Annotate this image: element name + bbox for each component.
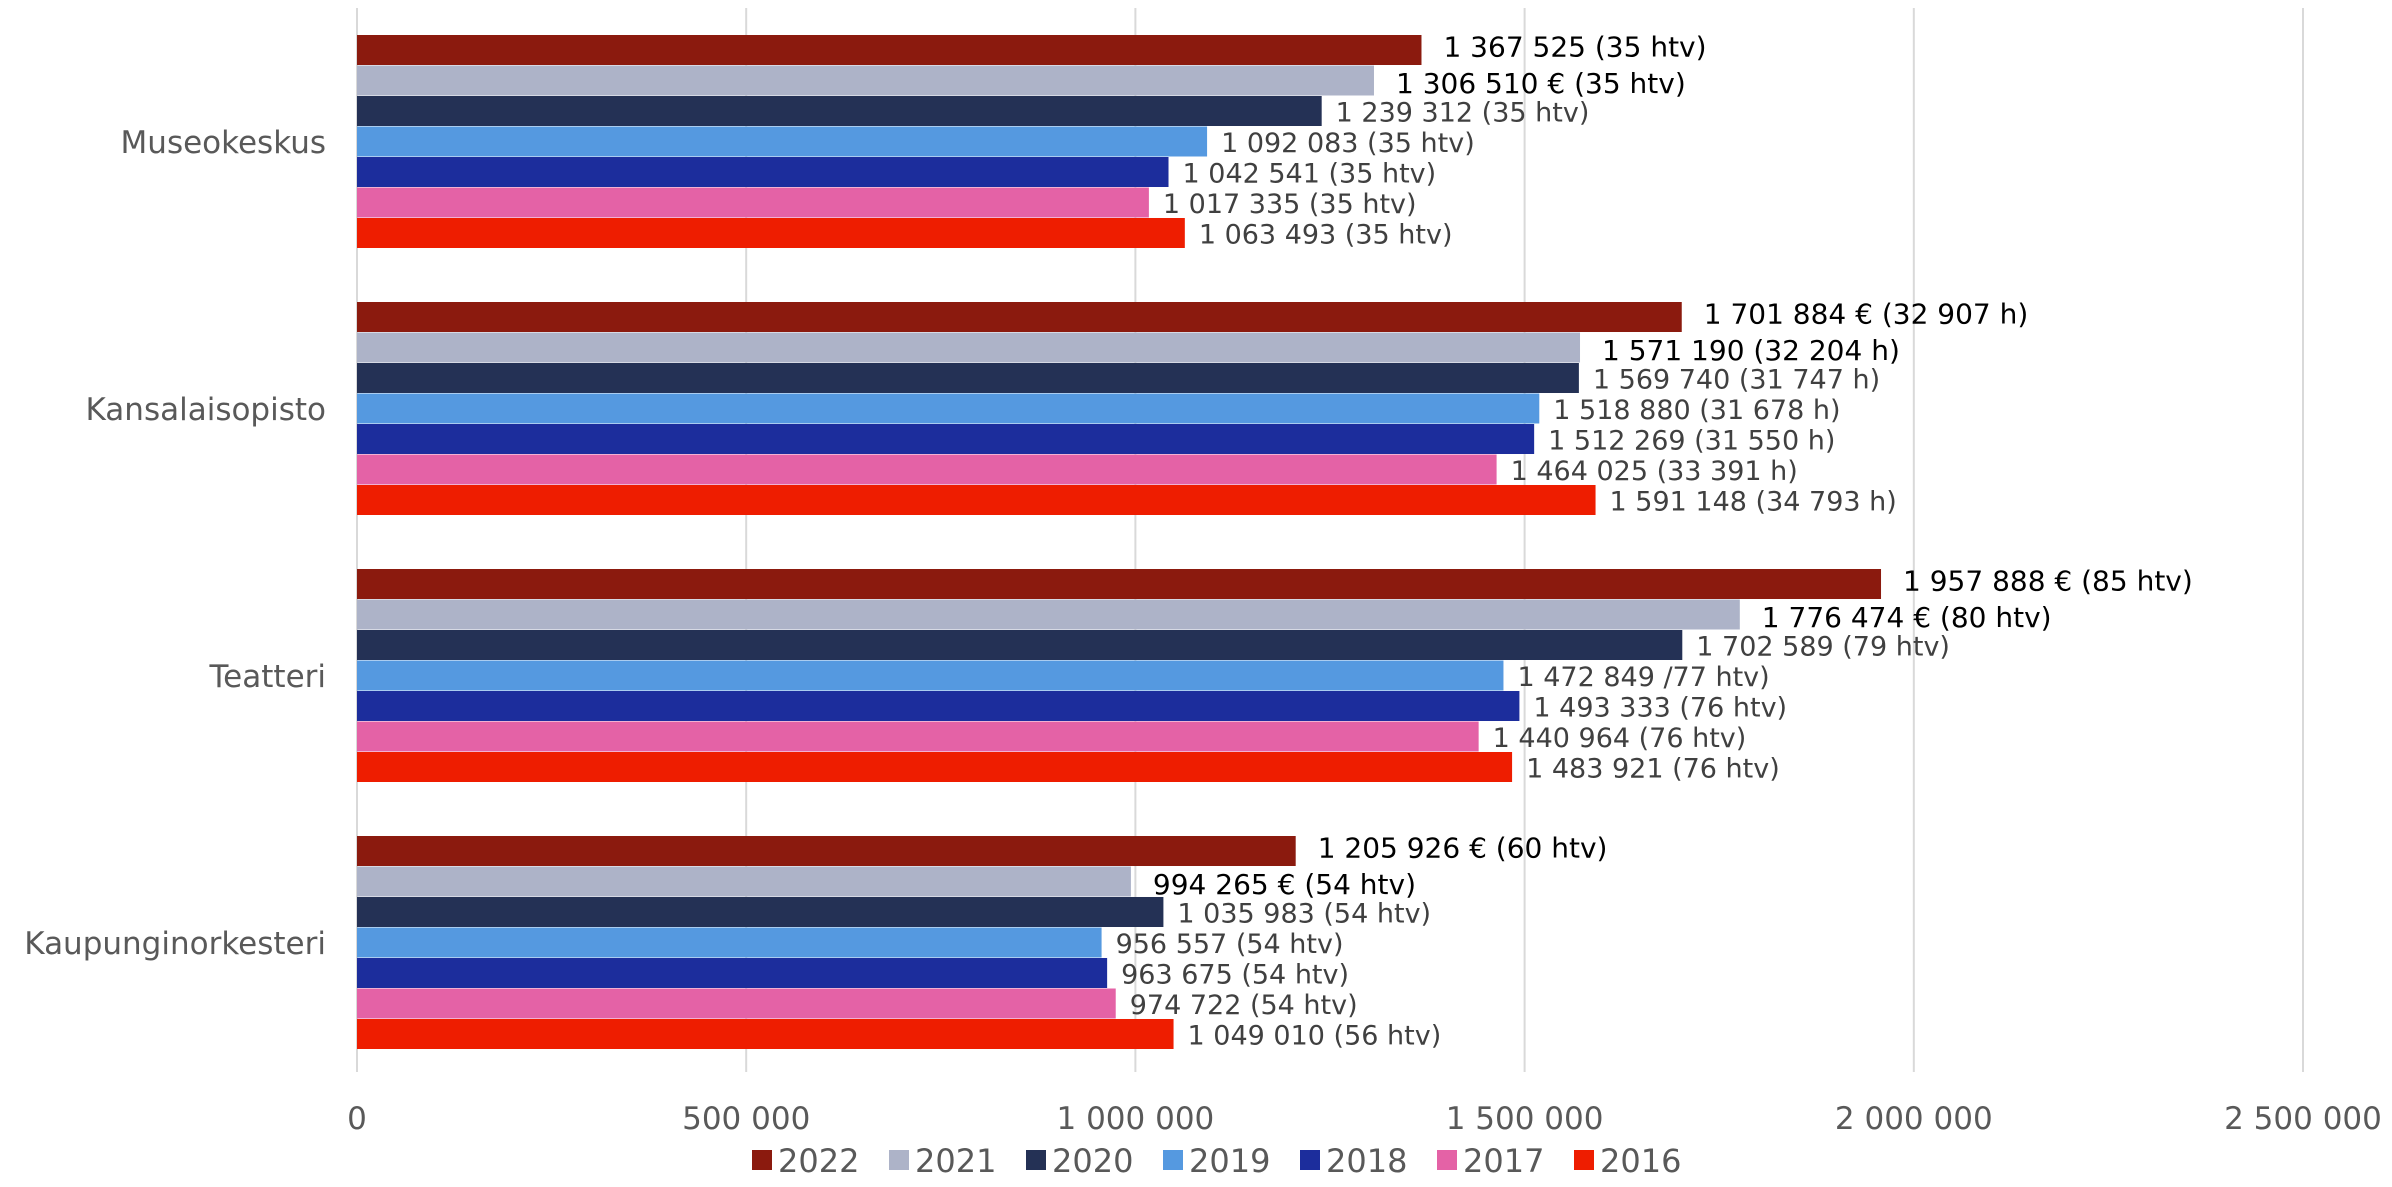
data-labels: 1 367 525 (35 htv) 1 701 884 € (32 907 h)… bbox=[1116, 30, 2193, 1051]
bar-2020 bbox=[357, 363, 1579, 393]
legend-swatch bbox=[1026, 1150, 1046, 1170]
category-label: Kaupunginorkesteri bbox=[24, 926, 326, 962]
bar-2016 bbox=[357, 1019, 1174, 1049]
data-label: 1 483 921 (76 htv) bbox=[1526, 753, 1780, 784]
bar-2022 bbox=[357, 35, 1422, 65]
bar-2018 bbox=[357, 424, 1535, 454]
bar-2018 bbox=[357, 157, 1169, 187]
bar-2018 bbox=[357, 691, 1520, 721]
bar-2020 bbox=[357, 630, 1683, 660]
bar-2019 bbox=[357, 927, 1102, 958]
data-label: 1 571 190 (32 204 h) bbox=[1602, 334, 1900, 367]
bar-2021 bbox=[357, 866, 1131, 897]
legend-swatch bbox=[1574, 1150, 1594, 1170]
bar-2017 bbox=[357, 721, 1479, 752]
legend-swatch bbox=[889, 1150, 909, 1170]
data-label: 1 464 025 (33 391 h) bbox=[1511, 456, 1798, 487]
bar-2020 bbox=[357, 96, 1322, 126]
category-label: Museokeskus bbox=[121, 125, 326, 161]
legend-label: 2017 bbox=[1463, 1142, 1544, 1180]
bar-2016 bbox=[357, 218, 1185, 248]
bar-2021 bbox=[357, 599, 1740, 630]
x-axis-ticks: 0 500 000 1 000 000 1 500 000 2 000 000 2 500… bbox=[347, 1101, 2382, 1137]
bar-2016 bbox=[357, 752, 1513, 782]
bar-2022 bbox=[357, 569, 1882, 599]
x-tick-label: 500 000 bbox=[682, 1101, 810, 1137]
data-label: 1 591 148 (34 793 h) bbox=[1610, 486, 1897, 517]
bar-2019 bbox=[357, 660, 1504, 691]
data-label: 1 776 474 € (80 htv) bbox=[1762, 601, 2052, 634]
x-tick-label: 1 000 000 bbox=[1057, 1101, 1215, 1137]
data-label: 1 701 884 € (32 907 h) bbox=[1704, 297, 2029, 330]
bar-2021 bbox=[357, 332, 1581, 363]
data-label: 1 518 880 (31 678 h) bbox=[1553, 395, 1840, 426]
bar-2019 bbox=[357, 393, 1540, 424]
data-label: 1 049 010 (56 htv) bbox=[1188, 1020, 1442, 1051]
data-label: 1 239 312 (35 htv) bbox=[1336, 97, 1590, 128]
legend-label: 2016 bbox=[1600, 1142, 1681, 1180]
data-label: 974 722 (54 htv) bbox=[1130, 990, 1358, 1021]
category-labels: Museokeskus Kansalaisopisto Teatteri Kaupun… bbox=[24, 125, 326, 962]
bar-2017 bbox=[357, 988, 1116, 1019]
legend-label: 2020 bbox=[1052, 1142, 1133, 1180]
data-label: 1 017 335 (35 htv) bbox=[1163, 189, 1417, 220]
data-label: 1 205 926 € (60 htv) bbox=[1318, 831, 1608, 864]
data-label: 1 035 983 (54 htv) bbox=[1177, 898, 1431, 929]
data-label: 1 092 083 (35 htv) bbox=[1221, 128, 1475, 159]
legend-label: 2018 bbox=[1326, 1142, 1407, 1180]
data-label: 1 702 589 (79 htv) bbox=[1696, 631, 1950, 662]
x-tick-label: 0 bbox=[347, 1101, 367, 1137]
data-label: 1 367 525 (35 htv) bbox=[1443, 30, 1706, 63]
bar-2022 bbox=[357, 836, 1296, 866]
data-label: 956 557 (54 htv) bbox=[1116, 929, 1344, 960]
data-label: 1 957 888 € (85 htv) bbox=[1903, 564, 2193, 597]
x-tick-label: 2 500 000 bbox=[2224, 1101, 2382, 1137]
legend-label: 2019 bbox=[1189, 1142, 1270, 1180]
data-label: 1 306 510 € (35 htv) bbox=[1396, 67, 1686, 100]
legend-label: 2022 bbox=[778, 1142, 859, 1180]
bar-2022 bbox=[357, 302, 1682, 332]
category-label: Kansalaisopisto bbox=[86, 392, 326, 428]
data-label: 1 440 964 (76 htv) bbox=[1493, 723, 1747, 754]
bars bbox=[357, 35, 1882, 1049]
category-label: Teatteri bbox=[209, 659, 326, 695]
bar-2020 bbox=[357, 897, 1164, 927]
x-tick-label: 1 500 000 bbox=[1446, 1101, 1604, 1137]
legend-label: 2021 bbox=[915, 1142, 996, 1180]
bar-2021 bbox=[357, 65, 1374, 96]
legend-swatch bbox=[752, 1150, 772, 1170]
legend-swatch bbox=[1300, 1150, 1320, 1170]
data-label: 1 063 493 (35 htv) bbox=[1199, 219, 1453, 250]
data-label: 994 265 € (54 htv) bbox=[1153, 868, 1416, 901]
x-tick-label: 2 000 000 bbox=[1835, 1101, 1993, 1137]
data-label: 1 472 849 /77 htv) bbox=[1517, 662, 1769, 693]
data-label: 1 512 269 (31 550 h) bbox=[1548, 425, 1835, 456]
bar-2019 bbox=[357, 126, 1208, 157]
legend-swatch bbox=[1437, 1150, 1457, 1170]
data-label: 963 675 (54 htv) bbox=[1121, 959, 1349, 990]
data-label: 1 569 740 (31 747 h) bbox=[1593, 364, 1880, 395]
data-label: 1 493 333 (76 htv) bbox=[1533, 692, 1787, 723]
data-label: 1 042 541 (35 htv) bbox=[1183, 158, 1437, 189]
legend: 2022 2021 2020 2019 2018 2017 2016 bbox=[752, 1142, 1681, 1180]
bar-2017 bbox=[357, 187, 1149, 218]
bar-2017 bbox=[357, 454, 1497, 485]
bar-2016 bbox=[357, 485, 1596, 515]
legend-swatch bbox=[1163, 1150, 1183, 1170]
bar-2018 bbox=[357, 958, 1108, 988]
